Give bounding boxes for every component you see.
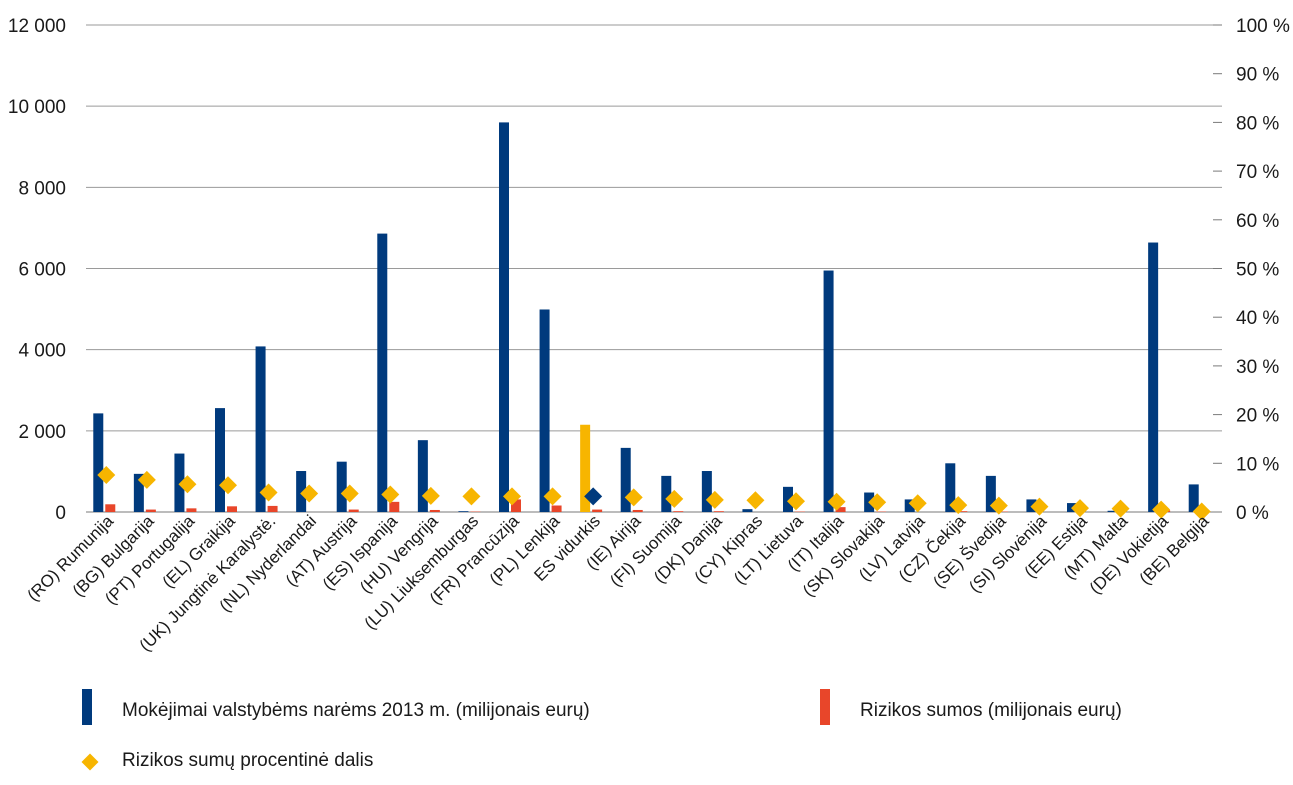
legend-label-percent: Rizikos sumų procentinė dalis	[122, 750, 374, 771]
point-percent	[462, 487, 481, 506]
bar-risk	[957, 511, 968, 512]
point-percent	[827, 492, 846, 511]
bar-payments	[945, 463, 956, 512]
bar-payments	[620, 447, 631, 512]
y-right-tick-label: 20 %	[1236, 406, 1279, 427]
legend-swatch-risk	[820, 689, 830, 725]
point-percent	[1192, 502, 1211, 521]
point-percent	[949, 496, 968, 515]
bar-risk	[632, 509, 643, 512]
point-percent	[259, 483, 278, 502]
bar-payments	[1107, 510, 1118, 512]
bar-risk	[551, 505, 562, 512]
bar-payments	[215, 408, 225, 512]
y-right-tick-label: 40 %	[1236, 308, 1279, 329]
point-percent	[137, 470, 156, 489]
y-left-tick-label: 2 000	[18, 422, 66, 443]
bar-payments	[823, 270, 834, 512]
bar-risk	[592, 509, 603, 512]
bar-risk	[348, 509, 359, 512]
y-right-tick-label: 0 %	[1236, 503, 1269, 524]
y-left-tick-label: 4 000	[18, 341, 66, 362]
bar-payments	[174, 453, 185, 512]
point-percent	[1071, 499, 1089, 518]
bar-payments	[783, 486, 793, 512]
point-percent	[1030, 497, 1049, 516]
bar-payments	[458, 511, 469, 512]
y-right-tick-label: 80 %	[1236, 113, 1279, 134]
bar-payments	[985, 475, 996, 512]
bar-payments	[1188, 484, 1199, 512]
bar-payments	[1148, 242, 1159, 512]
bar-risk	[186, 508, 197, 512]
point-percent	[219, 476, 237, 495]
point-percent	[1152, 500, 1171, 519]
point-percent	[543, 487, 562, 506]
bar-payments	[580, 424, 591, 512]
bar-risk	[429, 509, 440, 512]
bar-risk	[389, 501, 400, 512]
y-left-tick-label: 12 000	[8, 16, 66, 37]
bar-risk	[511, 499, 521, 512]
bar-payments	[255, 346, 266, 512]
point-percent	[340, 484, 359, 503]
bar-risk	[145, 509, 156, 512]
legend-label-payments: Mokėjimai valstybėms narėms 2013 m. (mil…	[122, 700, 590, 721]
bar-payments	[701, 471, 712, 512]
point-percent	[421, 486, 440, 505]
bar-risk	[267, 505, 278, 512]
point-percent	[868, 493, 887, 512]
bar-risk	[227, 506, 237, 512]
bar-payments	[296, 471, 307, 512]
bar-payments	[377, 233, 388, 512]
point-percent	[908, 494, 927, 513]
point-percent	[746, 491, 765, 510]
y-right-tick-label: 60 %	[1236, 211, 1279, 232]
bar-payments	[133, 473, 144, 512]
y-right-tick-label: 50 %	[1236, 260, 1279, 281]
point-percent	[503, 487, 521, 506]
point-percent	[584, 487, 603, 506]
bar-payments	[417, 440, 428, 512]
point-percent	[381, 485, 400, 504]
point-percent	[665, 489, 684, 508]
y-left-tick-label: 10 000	[8, 97, 66, 118]
y-right-tick-label: 100 %	[1236, 16, 1290, 37]
bar-risk	[835, 507, 846, 512]
point-percent	[705, 490, 724, 509]
y-left-tick-label: 6 000	[18, 260, 66, 281]
legend-label-risk: Rizikos sumos (milijonais eurų)	[860, 700, 1122, 721]
bar-payments	[336, 461, 347, 512]
y-right-tick-label: 90 %	[1236, 65, 1279, 86]
point-percent	[989, 496, 1008, 515]
y-right-tick-label: 70 %	[1236, 162, 1279, 183]
bar-payments	[499, 122, 509, 513]
bar-payments	[661, 475, 672, 512]
point-percent	[97, 465, 116, 484]
y-left-tick-label: 8 000	[18, 178, 66, 199]
bar-payments	[539, 309, 550, 512]
y-right-tick-label: 30 %	[1236, 357, 1279, 378]
point-percent	[787, 492, 805, 511]
point-percent	[624, 488, 643, 507]
bar-payments	[742, 509, 753, 512]
y-right-tick-label: 10 %	[1236, 454, 1279, 475]
y-left-tick-label: 0	[55, 503, 66, 524]
legend-swatch-payments	[82, 689, 92, 725]
point-percent	[178, 475, 197, 494]
bar-risk	[105, 504, 116, 512]
bar-risk	[673, 511, 684, 512]
point-percent	[300, 484, 319, 503]
point-percent	[1111, 499, 1130, 518]
bar-risk	[713, 511, 724, 512]
bar-payments	[904, 499, 915, 512]
bar-payments	[93, 413, 104, 512]
